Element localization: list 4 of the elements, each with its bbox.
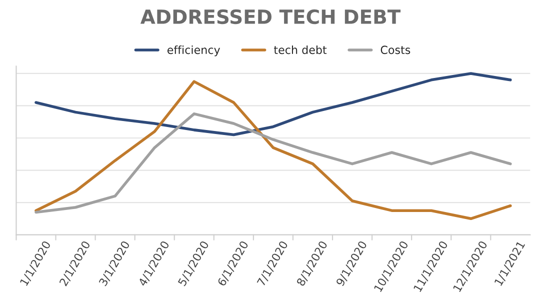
legend-label: efficiency [167,45,220,56]
legend-label: tech debt [274,45,327,54]
chart-title: ADDRESSED TECH DEBT [140,9,401,24]
legend-label: Costs [380,46,410,54]
